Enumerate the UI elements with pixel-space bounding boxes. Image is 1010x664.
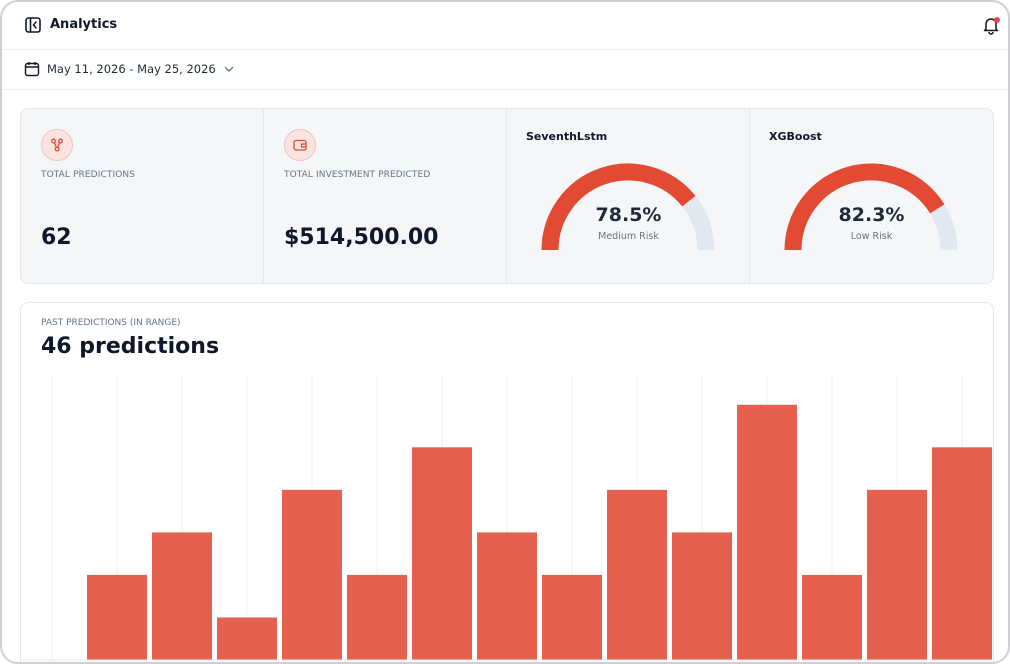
chart-bar[interactable] bbox=[737, 404, 797, 660]
stat-label: TOTAL INVESTMENT PREDICTED bbox=[284, 170, 431, 180]
chart-bar[interactable] bbox=[412, 447, 472, 660]
stat-value: $514,500.00 bbox=[284, 225, 439, 250]
gauge-chart bbox=[784, 163, 958, 251]
calendar-icon bbox=[24, 62, 40, 77]
date-range-picker[interactable]: May 11, 2026 - May 25, 2026 bbox=[24, 61, 235, 77]
chart-bar[interactable] bbox=[542, 574, 602, 660]
top-bar: Analytics bbox=[2, 2, 1008, 50]
gauge-seventhlstm: SeventhLstm 78.5% Medium Risk bbox=[507, 109, 750, 283]
chart-bar[interactable] bbox=[932, 447, 992, 660]
date-bar: May 11, 2026 - May 25, 2026 bbox=[2, 50, 1008, 90]
chart-bar[interactable] bbox=[87, 574, 147, 660]
gauge-fill bbox=[541, 163, 696, 251]
stat-total-predictions: TOTAL PREDICTIONS 62 bbox=[21, 109, 264, 283]
chart-label: PAST PREDICTIONS (IN RANGE) bbox=[41, 318, 181, 328]
wallet-icon bbox=[284, 129, 316, 161]
stats-panel: TOTAL PREDICTIONS 62 TOTAL INVESTMENT PR… bbox=[20, 108, 994, 284]
gauge-percent: 82.3% bbox=[838, 204, 905, 226]
chart-bar[interactable] bbox=[477, 532, 537, 660]
chart-bar[interactable] bbox=[802, 574, 862, 660]
bell-icon[interactable] bbox=[980, 14, 1002, 36]
sidebar-toggle-icon[interactable] bbox=[24, 16, 42, 34]
gauge-risk-label: Medium Risk bbox=[598, 231, 659, 242]
date-range-label: May 11, 2026 - May 25, 2026 bbox=[47, 62, 216, 76]
chevron-down-icon bbox=[224, 66, 233, 72]
stat-total-investment: TOTAL INVESTMENT PREDICTED $514,500.00 bbox=[264, 109, 507, 283]
notification-dot bbox=[994, 17, 1000, 23]
stat-value: 62 bbox=[41, 225, 72, 250]
chart-bar[interactable] bbox=[867, 489, 927, 660]
network-icon bbox=[41, 129, 73, 161]
gauge-fill bbox=[784, 163, 945, 251]
chart-bar[interactable] bbox=[282, 489, 342, 660]
chart-bar[interactable] bbox=[347, 574, 407, 660]
chart-bar[interactable] bbox=[607, 489, 667, 660]
stat-label: TOTAL PREDICTIONS bbox=[41, 170, 136, 180]
chart-bar[interactable] bbox=[217, 617, 277, 660]
chart-bar[interactable] bbox=[672, 532, 732, 660]
chart-title: 46 predictions bbox=[41, 334, 220, 359]
gauge-risk-label: Low Risk bbox=[850, 231, 893, 242]
past-predictions-card: PAST PREDICTIONS (IN RANGE) 46 predictio… bbox=[20, 302, 994, 662]
gauge-percent: 78.5% bbox=[595, 204, 662, 226]
gauge-chart bbox=[541, 163, 715, 251]
chart-bar[interactable] bbox=[152, 532, 212, 660]
page-title: Analytics bbox=[50, 17, 118, 32]
gauge-model-name: XGBoost bbox=[769, 130, 822, 143]
gauge-xgboost: XGBoost 82.3% Low Risk bbox=[750, 109, 993, 283]
gauge-model-name: SeventhLstm bbox=[526, 130, 608, 143]
predictions-bar-chart bbox=[21, 375, 993, 661]
